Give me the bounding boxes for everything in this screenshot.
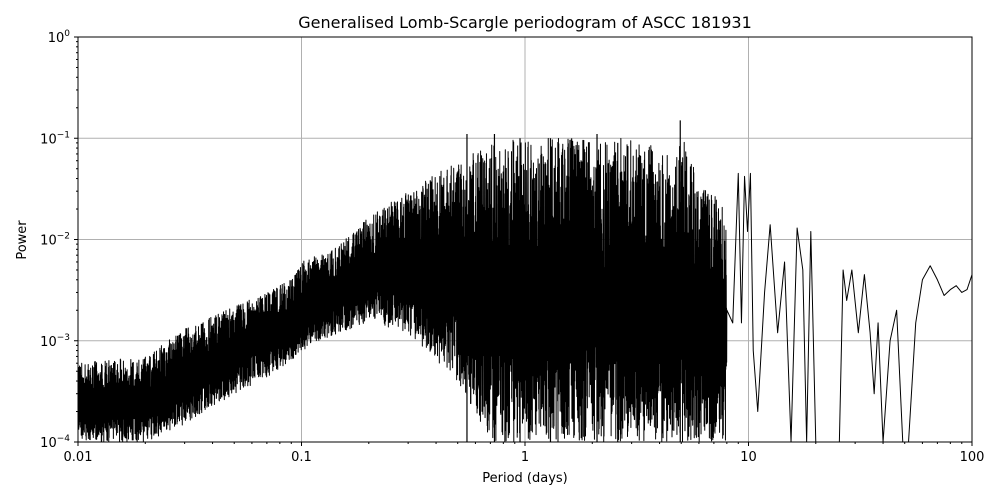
x-tick-label-1: 0.1	[291, 450, 312, 465]
y-tick-label-0: 10−4	[40, 434, 70, 451]
x-tick-label-4: 100	[960, 450, 985, 465]
x-axis-label: Period (days)	[482, 471, 568, 486]
plot-area	[78, 120, 972, 442]
x-tick-label-3: 10	[740, 450, 757, 465]
y-tick-label-4: 100	[48, 29, 71, 46]
chart-title: Generalised Lomb-Scargle periodogram of …	[298, 13, 752, 32]
series-group	[78, 120, 972, 442]
y-tick-label-1: 10−3	[40, 333, 70, 350]
x-tick-label-0: 0.01	[64, 450, 93, 465]
y-axis-label: Power	[15, 220, 30, 260]
x-axis-ticks: 0.01 0.1 1 10 100	[64, 442, 985, 465]
y-axis-ticks: 10−4 10−3 10−2 10−1 100	[40, 29, 78, 451]
x-tick-label-2: 1	[521, 450, 529, 465]
y-tick-label-3: 10−1	[40, 130, 70, 147]
y-tick-label-2: 10−2	[40, 232, 70, 249]
periodogram-line	[78, 138, 972, 442]
